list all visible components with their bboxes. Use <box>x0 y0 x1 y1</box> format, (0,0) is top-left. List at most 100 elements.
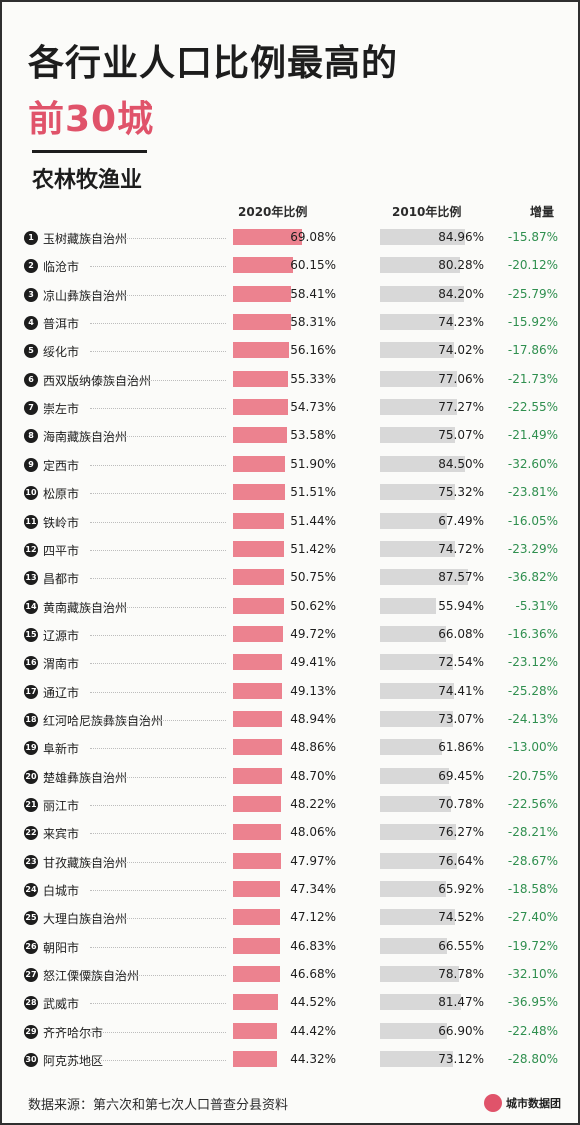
bar-2020 <box>233 257 294 274</box>
value-delta: -20.12% <box>507 258 558 273</box>
bar-2010 <box>380 937 447 954</box>
industry-subtitle: 农林牧渔业 <box>32 168 143 193</box>
value-delta: -25.79% <box>507 286 558 301</box>
value-2020: 48.06% <box>290 825 336 840</box>
table-row: 17 通辽市 49.13% 74.41% -25.28% <box>0 678 580 706</box>
value-2010: 69.45% <box>438 768 484 783</box>
value-2010: 76.27% <box>438 825 484 840</box>
data-source: 数据来源：第六次和第七次人口普查分县资料 <box>28 1098 289 1113</box>
table-row: 13 昌都市 50.75% 87.57% -36.82% <box>0 564 580 592</box>
rank-badge: 30 <box>24 1053 38 1068</box>
dotted-leader <box>90 379 226 381</box>
value-delta: -22.55% <box>507 400 558 415</box>
city-name: 渭南市 <box>43 657 80 672</box>
value-2010: 78.78% <box>438 967 484 982</box>
value-2020: 56.16% <box>290 343 336 358</box>
rank-badge: 17 <box>24 684 38 699</box>
dotted-leader <box>90 1003 226 1005</box>
dotted-leader <box>90 294 226 296</box>
bar-2020 <box>233 314 292 331</box>
value-2020: 50.75% <box>290 570 336 585</box>
value-2010: 70.78% <box>438 797 484 811</box>
rank-badge: 7 <box>24 401 38 416</box>
rank-badge: 20 <box>24 769 38 784</box>
rank-badge: 23 <box>24 854 38 869</box>
value-2020: 69.08% <box>290 230 336 244</box>
bar-2010 <box>380 229 465 245</box>
value-delta: -19.72% <box>507 938 558 953</box>
value-2020: 58.31% <box>290 315 336 330</box>
value-2020: 47.12% <box>290 910 336 925</box>
bar-2010 <box>380 484 456 501</box>
value-delta: -16.05% <box>507 513 558 528</box>
value-2010: 66.55% <box>438 938 484 953</box>
city-name: 昌都市 <box>43 572 80 587</box>
rank-badge: 24 <box>24 883 38 898</box>
bar-2020 <box>233 285 292 302</box>
dotted-leader <box>90 351 226 353</box>
rank-badge: 1 <box>24 231 38 245</box>
bar-2020 <box>233 909 281 926</box>
dotted-leader <box>90 663 226 665</box>
value-2010: 74.02% <box>438 343 484 358</box>
city-name: 齐齐哈尔市 <box>43 1025 104 1040</box>
table-row: 28 武威市 44.52% 81.47% -36.95% <box>0 989 580 1017</box>
column-header-2020: 2020年比例 <box>238 205 308 219</box>
city-name: 丽江市 <box>43 799 80 813</box>
rank-badge: 6 <box>24 372 38 387</box>
bar-2020 <box>233 966 280 983</box>
city-name: 玉树藏族自治州 <box>43 232 128 246</box>
dotted-leader <box>90 918 226 920</box>
value-2010: 75.32% <box>438 485 484 500</box>
page-title-highlight: 前30城 <box>28 99 155 140</box>
bar-2020 <box>233 399 288 416</box>
table-row: 4 普洱市 58.31% 74.23% -15.92% <box>0 309 580 337</box>
city-name: 普洱市 <box>43 317 80 332</box>
rank-badge: 29 <box>24 1024 38 1039</box>
city-name: 辽源市 <box>43 628 80 643</box>
table-row: 10 松原市 51.51% 75.32% -23.81% <box>0 479 580 507</box>
value-2010: 81.47% <box>438 995 484 1010</box>
bar-2020 <box>233 796 282 812</box>
value-delta: -27.40% <box>507 910 558 925</box>
bar-2010 <box>380 966 459 983</box>
value-2020: 58.41% <box>290 286 336 301</box>
value-2020: 44.52% <box>290 995 336 1010</box>
value-2010: 65.92% <box>438 882 484 897</box>
value-2020: 55.33% <box>290 371 336 386</box>
value-2020: 47.97% <box>290 853 336 868</box>
city-name: 红河哈尼族彝族自治州 <box>43 713 164 728</box>
bar-2010 <box>380 710 454 727</box>
value-2010: 75.07% <box>438 428 484 443</box>
value-delta: -28.67% <box>507 853 558 868</box>
dotted-leader <box>90 238 226 239</box>
bar-2020 <box>233 427 287 444</box>
bar-2010 <box>380 314 455 331</box>
value-2010: 73.12% <box>438 1052 484 1067</box>
city-name: 怒江傈僳族自治州 <box>43 969 140 984</box>
table-row: 6 西双版纳傣族自治州 55.33% 77.06% -21.73% <box>0 366 580 394</box>
bar-2010 <box>380 852 457 869</box>
value-2020: 48.86% <box>290 740 336 755</box>
table-row: 1 玉树藏族自治州 69.08% 84.96% -15.87% <box>0 224 580 252</box>
value-2010: 84.50% <box>438 456 484 471</box>
value-2010: 74.52% <box>438 910 484 925</box>
city-name: 甘孜藏族自治州 <box>43 855 128 870</box>
table-row: 18 红河哈尼族彝族自治州 48.94% 73.07% -24.13% <box>0 706 580 734</box>
bar-2010 <box>380 796 451 812</box>
dotted-leader <box>90 266 226 268</box>
bar-2020 <box>233 1022 278 1039</box>
city-name: 海南藏族自治州 <box>43 430 128 445</box>
bar-2020 <box>233 852 281 869</box>
dotted-leader <box>90 691 226 693</box>
value-2020: 49.13% <box>290 683 336 698</box>
value-delta: -15.87% <box>507 230 558 244</box>
rank-badge: 13 <box>24 571 38 586</box>
rank-badge: 11 <box>24 514 38 529</box>
bar-2020 <box>233 824 282 841</box>
value-2020: 50.62% <box>290 598 336 613</box>
rank-badge: 26 <box>24 939 38 954</box>
value-delta: -32.60% <box>507 456 558 471</box>
bar-2010 <box>380 399 458 416</box>
